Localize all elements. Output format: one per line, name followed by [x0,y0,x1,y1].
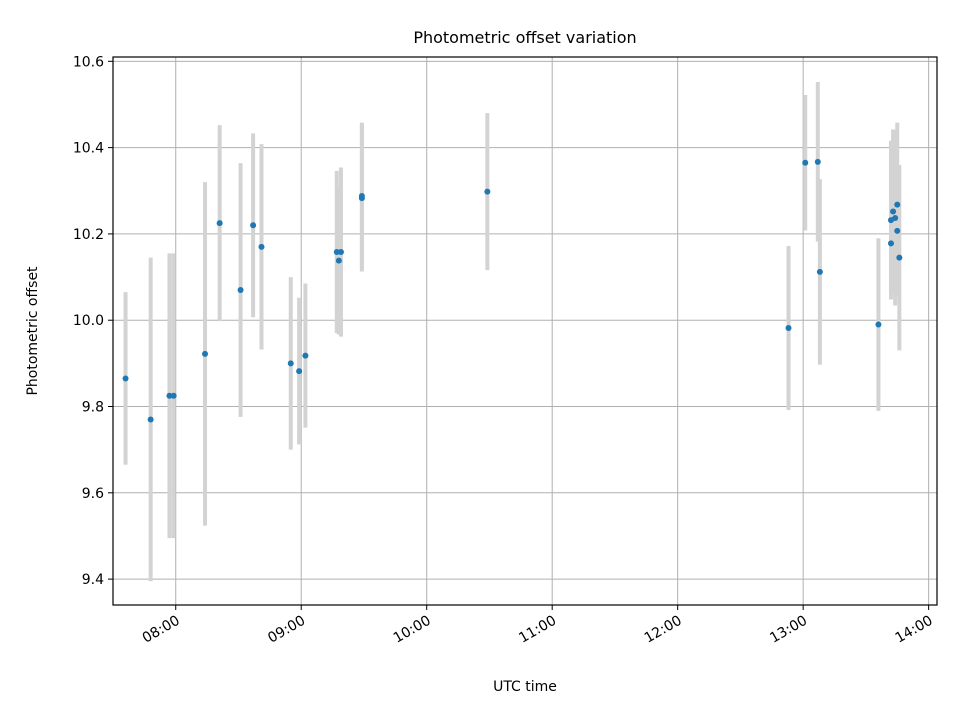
data-point [894,227,901,234]
y-tick-label: 9.8 [82,400,104,416]
data-points [122,158,903,423]
data-point [166,392,173,399]
data-point [250,222,257,229]
data-point [894,201,901,208]
data-point [337,249,344,256]
x-axis-label: UTC time [493,679,557,695]
data-point [816,268,823,275]
y-tick-label: 9.6 [82,486,104,502]
y-axis-label: Photometric offset [25,266,41,396]
data-point [335,257,342,264]
data-point [875,321,882,328]
data-point [333,249,340,256]
data-point [147,416,154,423]
data-point [170,392,177,399]
data-point [892,214,899,221]
data-point [258,243,265,250]
y-tick-label: 10.2 [73,227,104,243]
data-point [358,195,365,202]
data-point [896,254,903,261]
y-axis-ticks: 9.4 9.6 9.8 10.0 10.2 10.4 10.6 [73,54,113,588]
data-point [122,375,129,382]
data-point [802,159,809,166]
data-point [890,208,897,215]
data-point [484,188,491,195]
data-point [287,360,294,367]
y-tick-label: 9.4 [82,572,104,588]
y-tick-label: 10.6 [73,54,104,70]
data-point [302,352,309,359]
chart-title: Photometric offset variation [413,28,636,47]
y-tick-label: 10.4 [73,141,104,157]
plot-frame [112,56,938,606]
data-point [296,368,303,375]
data-point [237,287,244,294]
data-point [814,158,821,165]
data-point [202,350,209,357]
y-tick-label: 10.0 [73,313,104,329]
data-point [216,220,223,227]
data-point [785,324,792,331]
data-point [887,240,894,247]
grid [113,57,937,605]
